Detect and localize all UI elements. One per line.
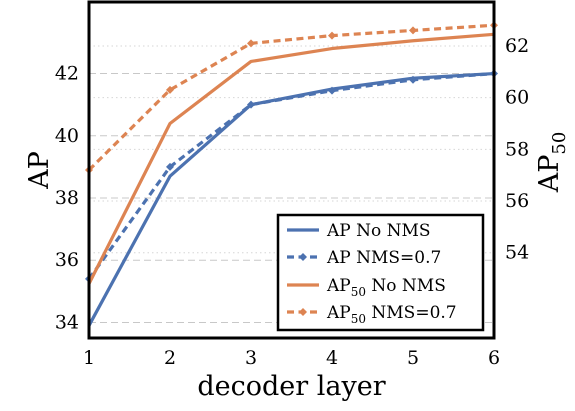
x-tick-label: 2 xyxy=(164,347,176,369)
legend-label-2: AP50 No NMS xyxy=(326,276,446,299)
y-right-tick-label: 54 xyxy=(505,242,529,264)
y-left-tick-label: 38 xyxy=(55,187,79,209)
series-lines xyxy=(85,21,498,327)
x-tick-label: 6 xyxy=(488,347,500,369)
y-right-tick-label: 62 xyxy=(505,35,529,57)
y-right-tick-label: 60 xyxy=(505,87,529,109)
legend-label-rest: No NMS xyxy=(351,221,431,241)
legend-label-rest: NMS=0.7 xyxy=(366,303,457,323)
series-marker-1 xyxy=(409,75,417,84)
series-line-1 xyxy=(87,71,495,280)
x-tick-label: 4 xyxy=(326,347,338,369)
y-axis-right-title-sub: 50 xyxy=(549,132,570,155)
series-marker-3 xyxy=(247,39,255,48)
x-tick-label: 1 xyxy=(83,347,95,369)
legend-label-1: AP NMS=0.7 xyxy=(326,248,441,268)
y-right-tick-label: 58 xyxy=(505,138,529,160)
x-tick-label: 5 xyxy=(407,347,419,369)
series-marker-3 xyxy=(166,85,174,94)
series-line-2 xyxy=(87,32,495,285)
legend-label-sub: 50 xyxy=(351,285,366,299)
y-axis-left-title: AP xyxy=(24,151,55,190)
legend-label-rest: NMS=0.7 xyxy=(351,248,442,268)
y-axis-right-title-main: AP xyxy=(534,155,565,194)
legend-label-sub: 50 xyxy=(351,312,366,326)
x-tick-label: 3 xyxy=(245,347,257,369)
series-marker-1 xyxy=(166,162,174,171)
series-marker-3 xyxy=(409,26,417,35)
legend-label-main: AP xyxy=(326,276,351,296)
legend-label-0: AP No NMS xyxy=(326,221,431,241)
legend-label-rest: No NMS xyxy=(366,276,446,296)
y-left-tick-label: 40 xyxy=(55,125,79,147)
plot-frame xyxy=(87,0,496,340)
x-axis-title: decoder layer xyxy=(197,371,385,402)
legend-label-main: AP xyxy=(326,248,351,268)
y-left-tick-label: 36 xyxy=(55,249,79,271)
y-left-tick-label: 42 xyxy=(55,63,79,85)
y-right-tick-label: 56 xyxy=(505,190,529,212)
series-marker-3 xyxy=(328,31,336,40)
y-left-tick-label: 34 xyxy=(55,311,79,333)
legend-label-main: AP xyxy=(326,221,351,241)
legend-marker-1 xyxy=(299,253,307,261)
series-marker-1 xyxy=(247,100,255,109)
legend-label-main: AP xyxy=(326,303,351,323)
legend-marker-3 xyxy=(299,308,307,316)
series-marker-1 xyxy=(328,86,336,95)
y-axis-right-title: AP50 xyxy=(534,132,570,194)
series-line-3 xyxy=(87,23,495,172)
legend-label-3: AP50 NMS=0.7 xyxy=(326,303,457,326)
